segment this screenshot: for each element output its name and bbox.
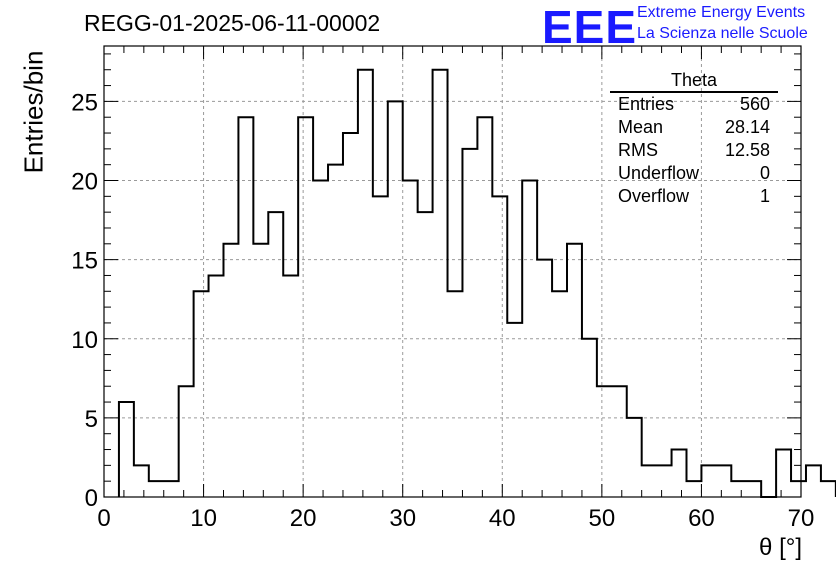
x-tick-label: 10 — [190, 505, 217, 532]
histogram-bin — [179, 386, 194, 497]
histogram-bin — [522, 181, 537, 497]
x-tick-label: 60 — [688, 505, 715, 532]
histogram-bin — [746, 481, 761, 497]
y-tick-label: 20 — [71, 169, 98, 196]
histogram-bin — [612, 386, 627, 497]
histogram-bin — [149, 481, 164, 497]
stats-value: 560 — [739, 94, 770, 114]
stats-title: Theta — [610, 70, 778, 93]
stats-row-entries: Entries 560 — [610, 93, 778, 116]
x-axis-label: θ [°] — [759, 534, 802, 561]
run-title: REGG-01-2025-06-11-00002 — [84, 10, 381, 36]
histogram-bin — [448, 291, 463, 497]
histogram-bin — [701, 465, 716, 497]
histogram-bin — [776, 450, 791, 497]
histogram-outline — [117, 68, 836, 498]
stats-value: 1 — [759, 186, 770, 206]
stats-value: 12.58 — [724, 140, 770, 160]
histogram-bin — [253, 244, 268, 497]
histogram-bin — [283, 275, 298, 497]
histogram-bin — [313, 181, 328, 497]
histogram-bin — [462, 149, 477, 497]
y-tick-label: 10 — [71, 327, 98, 354]
histogram-bin — [403, 181, 418, 497]
y-tick-label: 15 — [71, 248, 98, 275]
histogram-bin — [223, 244, 238, 497]
histogram-bin — [388, 101, 403, 497]
histogram-bin — [268, 212, 283, 497]
x-tick-label: 40 — [489, 505, 516, 532]
stats-row-underflow: Underflow 0 — [610, 162, 778, 185]
histogram-bin — [418, 212, 433, 497]
histogram-bin — [238, 117, 253, 497]
y-tick-label: 0 — [85, 485, 98, 512]
histogram-bin — [672, 450, 687, 497]
logo-caption-line2: La Scienza nelle Scuole — [637, 25, 808, 42]
histogram-bin — [537, 260, 552, 497]
histogram-bin — [567, 244, 582, 497]
histogram-bin — [328, 165, 343, 497]
y-tick-label: 25 — [71, 89, 98, 116]
histogram-bin — [492, 196, 507, 497]
histogram-bin — [821, 481, 836, 497]
x-tick-label: 20 — [290, 505, 317, 532]
histogram-bin — [627, 418, 642, 497]
histogram-bin — [806, 465, 821, 497]
histogram-bin — [507, 323, 522, 497]
histogram-bin — [716, 465, 731, 497]
histogram-bin — [298, 117, 313, 497]
histogram-bin — [373, 196, 388, 497]
histogram-bin — [164, 481, 179, 497]
histogram-bin — [657, 465, 672, 497]
eee-logo: EEE — [542, 1, 638, 53]
histogram-bin — [194, 291, 209, 497]
y-tick-label: 5 — [85, 406, 98, 433]
stats-row-rms: RMS 12.58 — [610, 139, 778, 162]
histogram-bin — [358, 70, 373, 497]
stats-row-overflow: Overflow 1 — [610, 185, 778, 208]
x-tick-label: 50 — [589, 505, 616, 532]
stats-row-mean: Mean 28.14 — [610, 116, 778, 139]
histogram-bin — [597, 386, 612, 497]
x-tick-label: 0 — [97, 505, 110, 532]
histogram-bin — [552, 291, 567, 497]
stats-value: 28.14 — [724, 117, 770, 137]
histogram-bin — [642, 465, 657, 497]
logo-caption-line1: Extreme Energy Events — [637, 4, 806, 21]
histogram-bin — [134, 465, 149, 497]
histogram-bin — [731, 481, 746, 497]
x-tick-label: 30 — [389, 505, 416, 532]
stats-label: Entries — [618, 94, 675, 114]
stats-box: Theta Entries 560 Mean 28.14 RMS 12.58 U… — [610, 70, 778, 208]
histogram-bin — [119, 402, 134, 497]
plot-frame — [103, 45, 802, 498]
histogram-bin — [582, 339, 597, 497]
x-tick-label: 70 — [788, 505, 815, 532]
stats-label: Overflow — [618, 186, 690, 206]
histogram-bin — [433, 70, 448, 497]
histogram-bin — [209, 275, 224, 497]
histogram-bin — [343, 133, 358, 497]
histogram-bin — [791, 481, 806, 497]
stats-label: Mean — [618, 117, 664, 137]
histogram-bin — [686, 481, 701, 497]
stats-label: RMS — [618, 140, 658, 160]
stats-label: Underflow — [618, 163, 700, 183]
stats-value: 0 — [759, 163, 770, 183]
histogram-bin — [477, 117, 492, 497]
